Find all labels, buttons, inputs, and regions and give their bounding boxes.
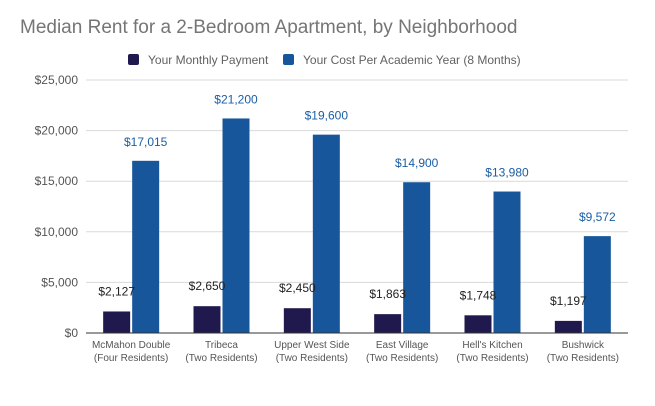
x-tick-label-line2: (Four Residents) (94, 353, 168, 364)
legend-label-1: Your Monthly Payment (148, 53, 269, 67)
y-tick-label: $15,000 (35, 174, 79, 188)
bar-monthly-5 (464, 315, 492, 333)
legend-swatch-2 (283, 54, 294, 65)
data-label-monthly-2: $2,650 (189, 279, 226, 293)
x-tick-label-line2: (Two Residents) (366, 353, 438, 364)
bars (103, 118, 611, 334)
data-label-monthly-4: $1,863 (369, 287, 406, 301)
bar-academic-year-5 (493, 191, 521, 333)
x-tick-label-line1: Bushwick (562, 340, 605, 351)
legend: Your Monthly Payment Your Cost Per Academ… (128, 53, 521, 67)
data-label-academic-year-5: $13,980 (485, 166, 529, 180)
bar-academic-year-2 (222, 118, 250, 334)
data-label-monthly-1: $2,127 (98, 284, 135, 298)
bar-academic-year-4 (403, 182, 431, 333)
y-tick-label: $0 (65, 326, 79, 340)
y-axis: $0 $5,000 $10,000 $15,000 $20,000 $25,000 (35, 73, 79, 340)
x-tick-label-line1: McMahon Double (92, 340, 171, 351)
bar-monthly-6 (554, 320, 582, 333)
x-tick-label-line2: (Two Residents) (276, 353, 348, 364)
data-label-academic-year-6: $9,572 (579, 210, 616, 224)
data-label-academic-year-3: $19,600 (305, 109, 349, 123)
bar-monthly-2 (193, 306, 221, 333)
bar-academic-year-3 (312, 134, 340, 333)
bar-academic-year-1 (132, 160, 160, 333)
x-tick-label-line1: East Village (376, 340, 429, 351)
bar-monthly-3 (283, 308, 311, 333)
y-tick-label: $25,000 (35, 73, 79, 87)
data-label-monthly-5: $1,748 (460, 288, 497, 302)
y-tick-label: $20,000 (35, 124, 79, 138)
x-axis: McMahon Double (Four Residents) Tribeca (Tw… (86, 332, 628, 364)
data-label-monthly-6: $1,197 (550, 294, 587, 308)
bar-academic-year-6 (583, 236, 611, 333)
x-tick-label-line1: Hell's Kitchen (462, 340, 522, 351)
bar-monthly-1 (103, 311, 131, 333)
data-label-monthly-3: $2,450 (279, 281, 316, 295)
x-tick-label-line1: Upper West Side (274, 340, 350, 351)
y-tick-label: $10,000 (35, 225, 79, 239)
legend-swatch-1 (128, 54, 139, 65)
data-label-academic-year-4: $14,900 (395, 156, 439, 170)
data-labels: $2,127 $17,015 $2,650 $21,200 $2,450 $19,600 $… (98, 92, 616, 307)
x-tick-label-line2: (Two Residents) (547, 353, 619, 364)
data-label-academic-year-1: $17,015 (124, 135, 168, 149)
chart-title: Median Rent for a 2-Bedroom Apartment, b… (20, 17, 517, 38)
data-label-academic-year-2: $21,200 (214, 92, 258, 106)
legend-label-2: Your Cost Per Academic Year (8 Months) (303, 53, 521, 67)
y-tick-label: $5,000 (41, 275, 78, 289)
bar-monthly-4 (374, 314, 402, 333)
x-tick-label-line1: Tribeca (205, 340, 238, 351)
gridlines (86, 79, 628, 283)
x-tick-label-line2: (Two Residents) (456, 353, 528, 364)
x-tick-label-line2: (Two Residents) (185, 353, 257, 364)
